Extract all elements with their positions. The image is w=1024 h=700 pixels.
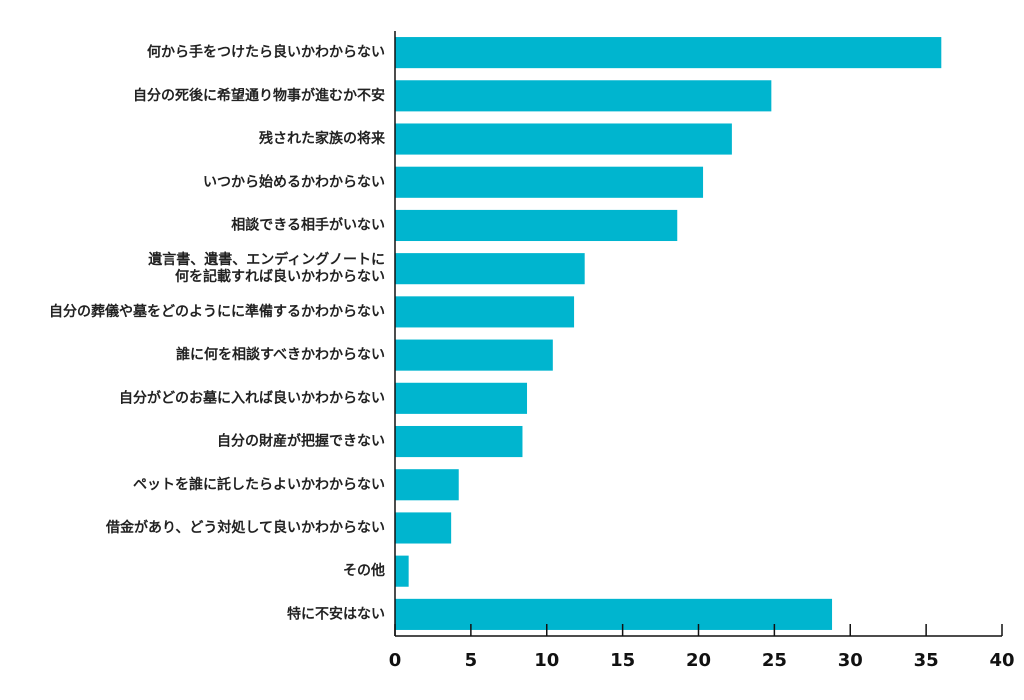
category-label: 何を記載すれば良いかわからない — [175, 268, 385, 285]
bar-1 — [395, 80, 772, 112]
bar-8 — [395, 382, 528, 414]
category-label: 特に不安はない — [287, 605, 385, 622]
x-tick-label: 25 — [762, 650, 787, 671]
category-label: 相談できる相手がいない — [231, 216, 385, 233]
category-label: いつから始めるかわからない — [203, 173, 385, 190]
bar-3 — [395, 166, 704, 198]
bar-5 — [395, 253, 585, 285]
category-label: 自分がどのお墓に入れば良いかわからない — [119, 389, 385, 406]
x-tick-label: 40 — [989, 650, 1014, 671]
category-label: その他 — [343, 562, 385, 579]
x-tick-label: 5 — [465, 650, 478, 671]
category-label: 誰に何を相談すべきかわからない — [176, 346, 385, 363]
x-tick-label: 15 — [610, 650, 635, 671]
x-tick-label: 20 — [686, 650, 711, 671]
x-ticks: 0 5 10 15 20 25 30 35 40 — [389, 624, 1015, 671]
bar-13 — [395, 598, 833, 630]
category-label: 遺言書、遺書、エンディングノートに — [148, 251, 385, 268]
category-label: ペットを誰に託したらよいかわからない — [133, 476, 385, 493]
bar-12 — [395, 555, 409, 587]
axes-group — [394, 31, 1002, 637]
category-label: 何から手をつけたら良いかわからない — [147, 44, 385, 61]
bar-0 — [395, 37, 942, 69]
category-label: 借金があり、どう対処して良いかわからない — [105, 519, 385, 536]
category-label: 自分の財産が把握できない — [217, 433, 385, 450]
x-tick-label: 10 — [534, 650, 559, 671]
x-tick-label: 30 — [838, 650, 863, 671]
bar-7 — [395, 339, 553, 371]
bar-2 — [395, 123, 732, 155]
category-labels: 何から手をつけたら良いかわからない自分の死後に希望通り物事が進むか不安残された家… — [49, 44, 386, 623]
category-label: 自分の死後に希望通り物事が進むか不安 — [133, 87, 385, 104]
bar-6 — [395, 296, 575, 328]
bars-group — [395, 37, 942, 630]
category-label: 残された家族の将来 — [259, 130, 386, 147]
bar-10 — [395, 469, 459, 501]
bar-9 — [395, 425, 523, 458]
bar-11 — [395, 512, 452, 544]
x-tick-label: 0 — [389, 650, 402, 671]
bar-4 — [395, 209, 678, 242]
x-tick-label: 35 — [914, 650, 939, 671]
category-label: 自分の葬儀や墓をどのようにに準備するかわからない — [49, 303, 385, 320]
